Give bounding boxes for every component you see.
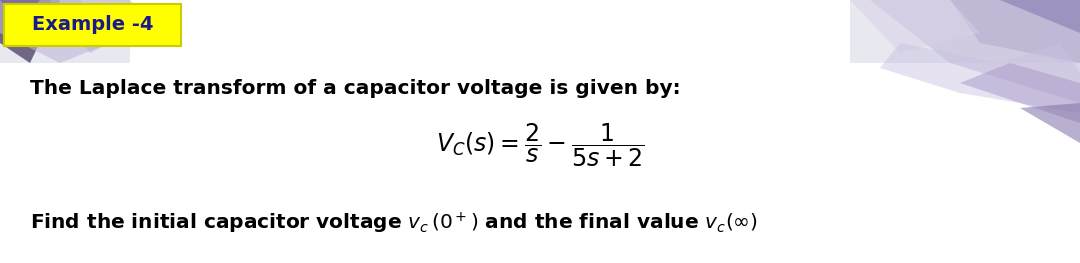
FancyBboxPatch shape bbox=[130, 0, 850, 63]
Polygon shape bbox=[850, 0, 980, 53]
Text: The Laplace transform of a capacitor voltage is given by:: The Laplace transform of a capacitor vol… bbox=[30, 78, 680, 98]
Polygon shape bbox=[870, 0, 1080, 103]
Polygon shape bbox=[1020, 103, 1080, 143]
Polygon shape bbox=[50, 0, 150, 53]
Text: Find the initial capacitor voltage $v_c\,(0^+)$ and the final value $v_c(\infty): Find the initial capacitor voltage $v_c\… bbox=[30, 210, 758, 236]
Polygon shape bbox=[0, 0, 40, 23]
FancyBboxPatch shape bbox=[0, 63, 1080, 263]
Text: Example -4: Example -4 bbox=[31, 16, 153, 34]
Text: $V_C(s) = \dfrac{2}{s} - \dfrac{1}{5s+2}$: $V_C(s) = \dfrac{2}{s} - \dfrac{1}{5s+2}… bbox=[435, 121, 645, 169]
Polygon shape bbox=[0, 0, 60, 63]
Polygon shape bbox=[1000, 0, 1080, 33]
Polygon shape bbox=[0, 0, 110, 63]
Polygon shape bbox=[950, 0, 1080, 63]
Polygon shape bbox=[960, 63, 1080, 123]
FancyBboxPatch shape bbox=[4, 4, 181, 46]
Polygon shape bbox=[880, 43, 1080, 113]
